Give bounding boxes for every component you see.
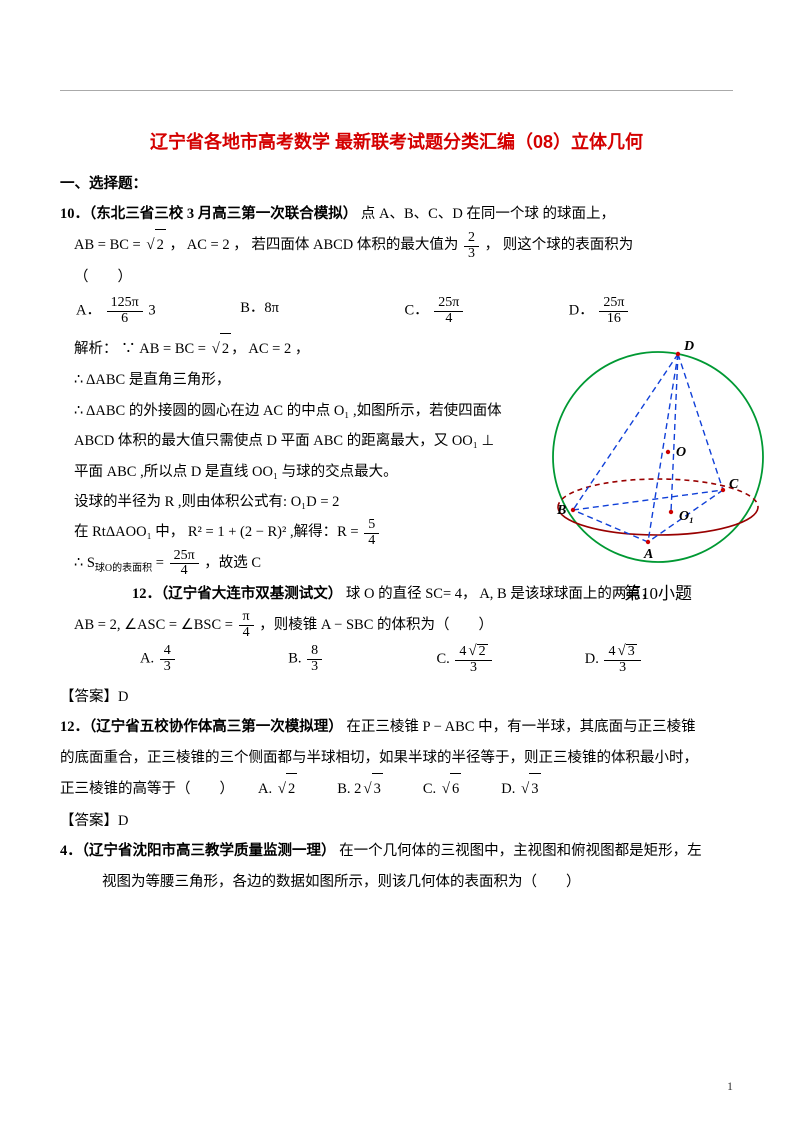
q10-sol4: ABCD 体积的最大值只需使点 D 平面 ABC 的距离最大，又 OO₁ ⊥ [60,426,504,456]
q12a-line1: 12．（辽宁省大连市双基测试文） 球 O 的直径 SC= 4， A, B 是该球… [60,579,733,609]
q10-opt-c: C． 25π4 [405,296,569,326]
q10-cond-b: ， AC = 2 ， 若四面体 ABCD 体积的最大值为 [169,237,462,253]
q12b-stem-a: 在正三棱锥 P − ABC 中，有一半球，其底面与正三棱锥 [346,719,695,735]
q10-figure: DOO₁ABC 第10小题 [543,332,773,612]
q10-cond-a: AB = BC = [74,237,144,253]
q10-sol2: ∴ ΔABC 是直角三角形， [60,365,504,395]
q10-opt-d: D． 25π16 [569,296,733,326]
q10-sol1: 解析： ∵ AB = BC = 2， AC = 2 ， [60,333,504,366]
frac-23: 23 [464,231,479,261]
q4-line1: 4．（辽宁省沈阳市高三教学质量监测一理） 在一个几何体的三视图中，主视图和俯视图… [60,836,733,866]
q12b-line3: 正三棱锥的高等于（ ） A. 2 B. 23 C. 6 D. 3 [60,773,733,806]
q10-source: 10．（东北三省三校 3 月高三第一次联合模拟） [60,206,357,222]
q4-stem-a: 在一个几何体的三视图中，主视图和俯视图都是矩形，左 [339,843,702,859]
section-heading: 一、选择题： [60,172,733,193]
q12b-answer: 【答案】D [60,806,733,836]
q12a-opt-a: A. 43 [140,644,288,675]
q12b-opt-d: D. 3 [501,773,540,806]
q12b-opt-a: A. 2 [258,773,297,806]
svg-text:O: O [676,445,686,460]
q12a-answer: 【答案】D [60,682,733,712]
q10-blank: （ ） [60,262,733,292]
svg-text:D: D [683,339,694,354]
q12a-stem: 球 O 的直径 SC= 4， A, B 是该球球面上的两点， [346,586,655,602]
sphere-diagram: D O O₁ A B C [543,332,773,572]
q12b-line2: 的底面重合，正三棱锥的三个侧面都与半球相切，如果半球的半径等于，则正三棱锥的体积… [60,743,733,773]
page-number: 1 [727,1079,733,1094]
q12b-source: 12．（辽宁省五校协作体高三第一次模拟理） [60,719,343,735]
q4-source: 4．（辽宁省沈阳市高三教学质量监测一理） [60,843,336,859]
q12b-opt-c: C. 6 [423,773,461,806]
q10-stem-a: 点 A、B、C、D 在同一个球 的球面上， [361,206,615,222]
q10-opt-b: B．8π [240,296,404,326]
q10-sol3: ∴ ΔABC 的外接圆的圆心在边 AC 的中点 O₁ ,如图所示，若使四面体 [60,396,504,426]
svg-text:O₁: O₁ [679,509,694,524]
q12b-line1: 12．（辽宁省五校协作体高三第一次模拟理） 在正三棱锥 P − ABC 中，有一… [60,712,733,742]
q10-options: A． 125π6 3 B．8π C． 25π4 D． 25π16 [60,296,733,326]
q10-sol6: 设球的半径为 R ,则由体积公式有: O₁D = 2 [60,487,504,517]
q12a-options: A. 43 B. 83 C. 423 D. 433 [60,644,733,675]
q4-line2: 视图为等腰三角形，各边的数据如图所示，则该几何体的表面积为（ ） [60,867,733,897]
q12a-opt-d: D. 433 [585,644,733,675]
q10-sol7: 在 RtΔAOO₁ 中， R² = 1 + (2 − R)² ,解得：R = 5… [60,517,504,548]
q12a-line2: AB = 2, ∠ASC = ∠BSC = π4 ，则棱锥 A − SBC 的体… [60,610,733,641]
sqrt-icon: 2 [144,229,165,262]
svg-text:A: A [643,547,653,562]
sol-label: 解析： [74,341,118,357]
q12b-opt-b: B. 23 [337,773,383,806]
q10-line2: AB = BC = 2 ， AC = 2 ， 若四面体 ABCD 体积的最大值为… [60,229,733,262]
q10-line1: 10．（东北三省三校 3 月高三第一次联合模拟） 点 A、B、C、D 在同一个球… [60,199,733,229]
doc-title: 辽宁省各地市高考数学 最新联考试题分类汇编（08）立体几何 [60,128,733,154]
svg-text:B: B [556,503,566,518]
q10-sol5: 平面 ABC ,所以点 D 是直线 OO₁ 与球的交点最大。 [60,457,504,487]
sqrt-icon: 2 [210,333,231,366]
q12a-source: 12．（辽宁省大连市双基测试文） [132,586,342,602]
q12a-opt-b: B. 83 [288,644,436,675]
q10-opt-a: A． 125π6 3 [76,296,240,326]
q10-cond-c: ， 则这个球的表面积为 [485,237,634,253]
svg-text:C: C [729,477,739,492]
q12a-opt-c: C. 423 [437,644,585,675]
